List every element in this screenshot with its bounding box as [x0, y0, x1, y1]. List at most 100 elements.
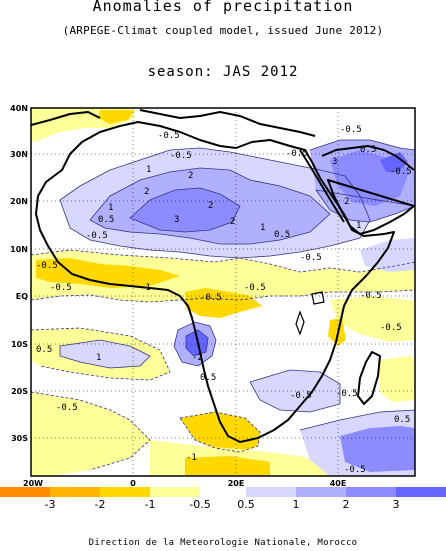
contour-label: 3 [332, 157, 337, 167]
credit-footer: Direction de la Meteorologie Nationale, … [88, 538, 358, 548]
anomaly-patch-east-wet [360, 238, 415, 272]
plot-frame [30, 107, 416, 477]
contour-label: -0.5 [286, 149, 308, 159]
contour-label: 1 [108, 203, 113, 213]
lon-label: 20W [23, 479, 43, 488]
map-title: Anomalies of precipitation [92, 0, 354, 15]
lat-label: 40N [10, 104, 28, 113]
contour-label: 0.5 [274, 230, 290, 240]
contour-label: 1 [96, 353, 101, 363]
legend-labels: -3 -2 -1 -0.5 0.5 1 2 3 [45, 498, 400, 511]
legend-swatch-weak-positive [246, 487, 296, 497]
legend-swatch-moderate-negative [100, 487, 150, 497]
anomaly-patch-mediterranean [98, 110, 135, 124]
contour-label: -0.5 [86, 231, 108, 241]
map-subtitle: (ARPEGE-Climat coupled model, issued Jun… [62, 24, 384, 37]
contour-label: -1 [140, 283, 151, 293]
contour-label: -0.5 [380, 323, 402, 333]
legend-swatch-medium-negative [50, 487, 100, 497]
anomaly-patch-east-ocean-dry [330, 296, 415, 342]
contour-label: 2 [144, 187, 149, 197]
legend-label: -3 [45, 498, 56, 511]
contour-label: 1 [146, 165, 151, 175]
contour-label-group: -0.5 -0.5 1 2 2 3 2 2 1 0.5 1 0.5 -0.5 -… [36, 125, 412, 475]
lat-label: 20S [11, 387, 28, 396]
red-sea-coastline [299, 149, 345, 223]
contour-label: -0.5 [158, 131, 180, 141]
anomaly-patch-southern-dry [185, 456, 270, 476]
contour-label: 2 [188, 171, 193, 181]
legend-label: -1 [145, 498, 156, 511]
contour-label: 2 [344, 197, 349, 207]
legend-label: 1 [293, 498, 300, 511]
europe-coastline [31, 109, 316, 137]
inland-water [295, 291, 325, 336]
africa-coastline [35, 121, 395, 443]
anomaly-patch-east-sea [380, 356, 415, 402]
contour-label: 0.5 [98, 215, 114, 225]
legend-swatch-weak-negative [150, 487, 200, 497]
precipitation-anomaly-map: -0.5 -0.5 1 2 2 3 2 2 1 0.5 1 0.5 -0.5 -… [0, 104, 446, 511]
lake-victoria [311, 291, 325, 305]
legend-label: 2 [343, 498, 350, 511]
legend-swatch-medium-positive [346, 487, 396, 497]
madagascar-coastline [357, 351, 381, 405]
contour-label: -0.5 [290, 391, 312, 401]
contour-label: -0.5 [340, 125, 362, 135]
contour-label: 0.5 [36, 345, 52, 355]
anomaly-patch-guinea [185, 288, 262, 318]
coastlines [31, 109, 415, 443]
contour-label: -0.5 [344, 465, 366, 475]
contour-label: -0.5 [50, 283, 72, 293]
contour-label: -0.5 [300, 253, 322, 263]
legend-swatch-strong-positive [396, 487, 446, 497]
legend-swatch-neutral [200, 487, 246, 497]
contour-label: -1 [186, 453, 197, 463]
contour-label: 3 [174, 215, 179, 225]
graticule [31, 108, 415, 476]
contour-label: -0.5 [36, 261, 58, 271]
season-label: season: JAS 2012 [147, 64, 299, 80]
lon-label: 20E [228, 479, 245, 488]
arabia-coastline [321, 145, 415, 235]
anomaly-patch-south-atlantic-wet [60, 340, 150, 368]
anomaly-patch-westafrica [36, 258, 180, 288]
lat-label: 10N [10, 245, 28, 254]
legend-label: 3 [393, 498, 400, 511]
lat-label: 30N [10, 150, 28, 159]
lat-label: 20N [10, 197, 28, 206]
contour-label: 2 [208, 201, 213, 211]
legend-swatch-strong-negative [0, 487, 50, 497]
anomaly-patch-indian-moderate [340, 426, 415, 472]
lon-label: 0 [130, 479, 136, 488]
legend-swatch-moderate-positive [296, 487, 346, 497]
contour-label: -0.5 [170, 151, 192, 161]
anomaly-patch-southwest [31, 392, 150, 476]
contour-label: 0.5 [200, 373, 216, 383]
anomaly-patch-mozambique [328, 318, 346, 346]
anomaly-patch-sahara-strong [130, 188, 240, 232]
anomaly-patch-gulf-peak [380, 152, 408, 172]
contour-label: -0.5 [390, 167, 412, 177]
contour-label: 1 [260, 223, 265, 233]
contour-label: 0.5 [360, 145, 376, 155]
lat-label: 30S [11, 434, 28, 443]
contour-lines [31, 139, 415, 471]
latitude-axis: 40N 30N 20N 10N EQ 10S 20S 30S [10, 104, 28, 443]
contour-label: 2 [230, 217, 235, 227]
legend-label: -0.5 [189, 498, 210, 511]
contour-label: -0.5 [336, 389, 358, 399]
legend-label: 0.5 [237, 498, 255, 511]
lat-label: EQ [16, 292, 28, 301]
contour-label: 0.5 [394, 415, 410, 425]
contour-label: -0.5 [360, 291, 382, 301]
contour-label: -0.5 [244, 283, 266, 293]
lake-tanganyika [295, 310, 305, 336]
longitude-axis: 20W 0 20E 40E [23, 479, 346, 488]
contour-label: -0.5 [200, 293, 222, 303]
lon-label: 40E [330, 479, 347, 488]
contour-label: -0.5 [56, 403, 78, 413]
color-legend [0, 487, 446, 497]
lat-label: 10S [11, 340, 28, 349]
anomaly-patch-sahel-dry [31, 250, 415, 302]
